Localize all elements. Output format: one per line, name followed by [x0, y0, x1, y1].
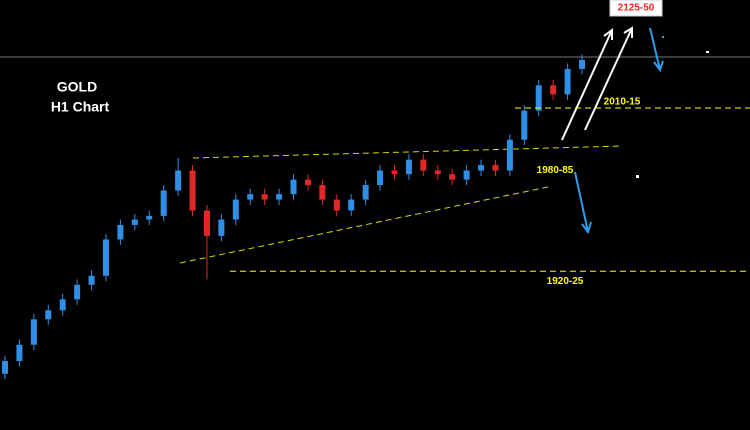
candle-body — [377, 170, 384, 186]
candle-body — [276, 194, 283, 200]
dot — [706, 51, 709, 53]
candle-body — [131, 219, 138, 225]
level-box — [609, 0, 663, 17]
level-label: 1920-25 — [547, 276, 584, 287]
candle-body — [2, 361, 8, 374]
candle-body — [579, 59, 585, 69]
candle-body — [290, 179, 297, 195]
candle-body — [117, 224, 124, 240]
candle-body — [203, 210, 210, 236]
candle-body — [449, 174, 456, 180]
candle-body — [521, 110, 528, 140]
candle-body — [45, 310, 52, 320]
trend-line — [192, 145, 623, 159]
candle-body — [74, 284, 81, 300]
candle-body — [405, 159, 412, 175]
arrow — [584, 26, 633, 131]
arrow — [561, 28, 613, 141]
candle-body — [59, 299, 66, 311]
chart-title: GOLD — [57, 79, 97, 95]
candle-body — [30, 319, 37, 345]
candle-body — [261, 194, 268, 200]
candle-body — [333, 199, 340, 211]
candle-body — [319, 185, 326, 200]
candle-body — [88, 275, 95, 285]
candle-body — [463, 170, 470, 180]
candle-body — [218, 219, 225, 236]
candle-body — [160, 190, 167, 216]
candle-body — [16, 344, 23, 362]
candle-body — [492, 165, 499, 171]
candle-body — [232, 199, 239, 220]
candle-body — [550, 85, 557, 95]
candle-body — [434, 170, 441, 175]
dot — [636, 175, 639, 178]
candle-body — [175, 170, 182, 191]
arrow — [649, 27, 664, 73]
level-label: 2010-15 — [604, 97, 641, 108]
candle-body — [535, 85, 542, 111]
candle-body — [564, 68, 571, 95]
dot — [662, 36, 664, 38]
candle-body — [304, 179, 311, 186]
candle-body — [146, 215, 153, 220]
arrows — [561, 26, 664, 235]
candle-body — [420, 159, 427, 171]
candle-body — [362, 185, 369, 200]
level-label: 1980-85 — [537, 165, 574, 176]
candle-body — [348, 199, 355, 211]
candle-body — [247, 194, 254, 200]
candle-body — [478, 165, 485, 171]
candle-body — [189, 170, 196, 211]
level-label: 2125-50 — [618, 3, 655, 14]
trend-line — [179, 186, 549, 264]
candle-body — [391, 170, 398, 175]
candle-body — [102, 239, 109, 276]
arrow — [574, 171, 592, 235]
candle-body — [506, 139, 513, 171]
chart-subtitle: H1 Chart — [51, 99, 110, 115]
